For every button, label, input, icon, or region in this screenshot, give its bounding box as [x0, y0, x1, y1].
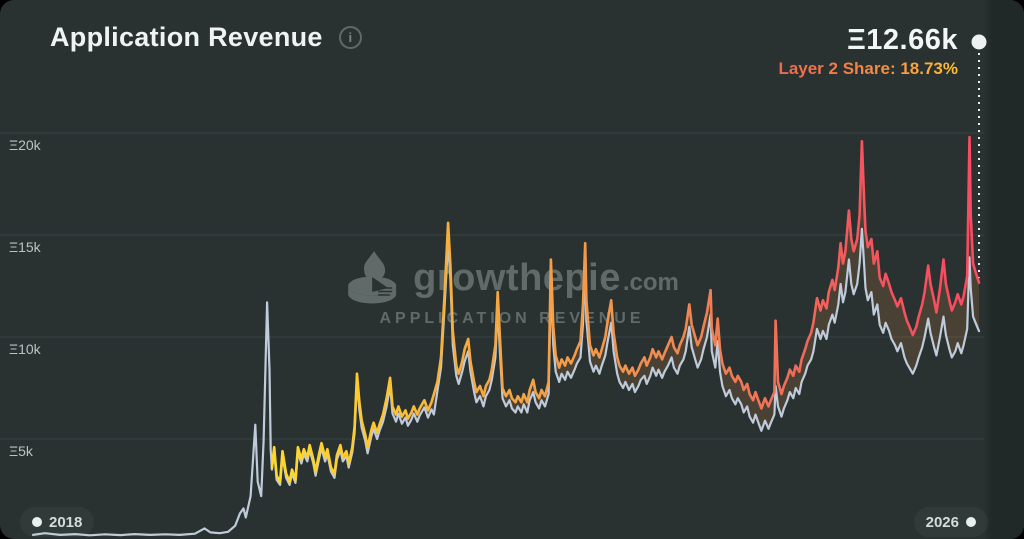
y-tick-label: Ξ10k: [9, 341, 41, 357]
current-readout: Ξ12.66k Layer 2 Share: 18.73%: [778, 24, 958, 79]
current-value: Ξ12.66k: [847, 24, 958, 56]
future-region-band: [984, 0, 1024, 539]
growthepie-logo-icon: [348, 251, 397, 304]
x-axis-start-label: 2018: [20, 507, 95, 537]
y-tick-label: Ξ15k: [9, 239, 41, 255]
y-tick-label: Ξ5k: [9, 443, 33, 459]
x-axis-end-label: 2026: [913, 507, 988, 537]
y-tick-label: Ξ20k: [9, 137, 41, 153]
axis-end-dot-icon: [966, 517, 976, 527]
x-start-text: 2018: [49, 513, 83, 531]
info-icon[interactable]: i: [338, 26, 362, 49]
current-value-dot: [971, 34, 987, 50]
chart-header: Application Revenue i: [50, 22, 362, 53]
layer2-share-label: Layer 2 Share: 18.73%: [778, 59, 958, 78]
x-end-text: 2026: [925, 513, 959, 531]
watermark-tld: .com: [622, 268, 679, 296]
total-revenue-line: [270, 135, 981, 484]
page-title: Application Revenue: [50, 22, 323, 52]
axis-start-dot-icon: [32, 517, 42, 527]
